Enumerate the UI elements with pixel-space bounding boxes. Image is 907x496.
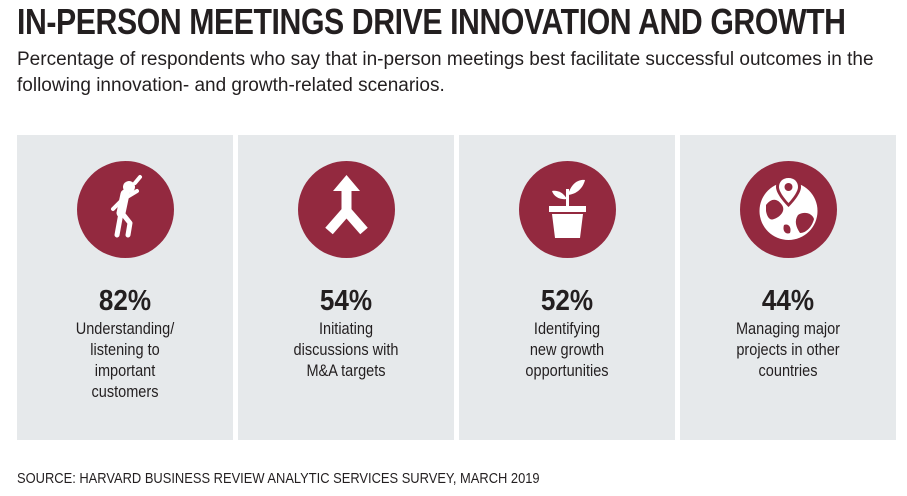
source-note: SOURCE: HARVARD BUSINESS REVIEW ANALYTIC…	[17, 470, 540, 487]
stat-value: 82%	[98, 285, 152, 317]
stat-label-line: customers	[91, 383, 159, 401]
stat-label-line: listening to	[90, 341, 160, 359]
plant-pot-icon	[519, 161, 616, 258]
stat-label: Identifying new growth opportunities	[479, 319, 655, 382]
stat-label-line: discussions with	[293, 341, 399, 359]
stat-panel-projects: 44% Managing major projects in other cou…	[680, 135, 896, 440]
stat-panel-growth: 52% Identifying new growth opportunities	[459, 135, 675, 440]
stat-label-line: opportunities	[525, 362, 609, 380]
stat-label-line: Initiating	[318, 320, 374, 338]
merge-arrow-icon	[298, 161, 395, 258]
chart-subtitle: Percentage of respondents who say that i…	[17, 49, 874, 96]
stat-value: 52%	[540, 285, 594, 317]
stat-label-line: M&A targets	[306, 362, 386, 380]
stat-value: 54%	[319, 285, 373, 317]
stat-value: 44%	[761, 285, 815, 317]
stat-label-line: Understanding/	[75, 320, 175, 338]
stat-panel-ma-targets: 54% Initiating discussions with M&A targ…	[238, 135, 454, 440]
stat-label: Managing major projects in other countri…	[700, 319, 876, 382]
stat-label-line: Identifying	[533, 320, 601, 338]
stat-panel-customers: 82% Understanding/ listening to importan…	[17, 135, 233, 440]
stat-label-line: countries	[758, 362, 818, 380]
stat-label-line: Managing major	[735, 320, 841, 338]
stat-label-line: new growth	[529, 341, 605, 359]
globe-pin-icon	[740, 161, 837, 258]
stat-label: Understanding/ listening to important cu…	[37, 319, 213, 403]
stat-label-line: projects in other	[736, 341, 840, 359]
stat-panels: 82% Understanding/ listening to importan…	[17, 135, 897, 440]
stat-label: Initiating discussions with M&A targets	[258, 319, 434, 382]
stat-label-line: important	[94, 362, 156, 380]
chart-title: IN-PERSON MEETINGS DRIVE INNOVATION AND …	[17, 1, 846, 42]
person-listening-icon	[77, 161, 174, 258]
